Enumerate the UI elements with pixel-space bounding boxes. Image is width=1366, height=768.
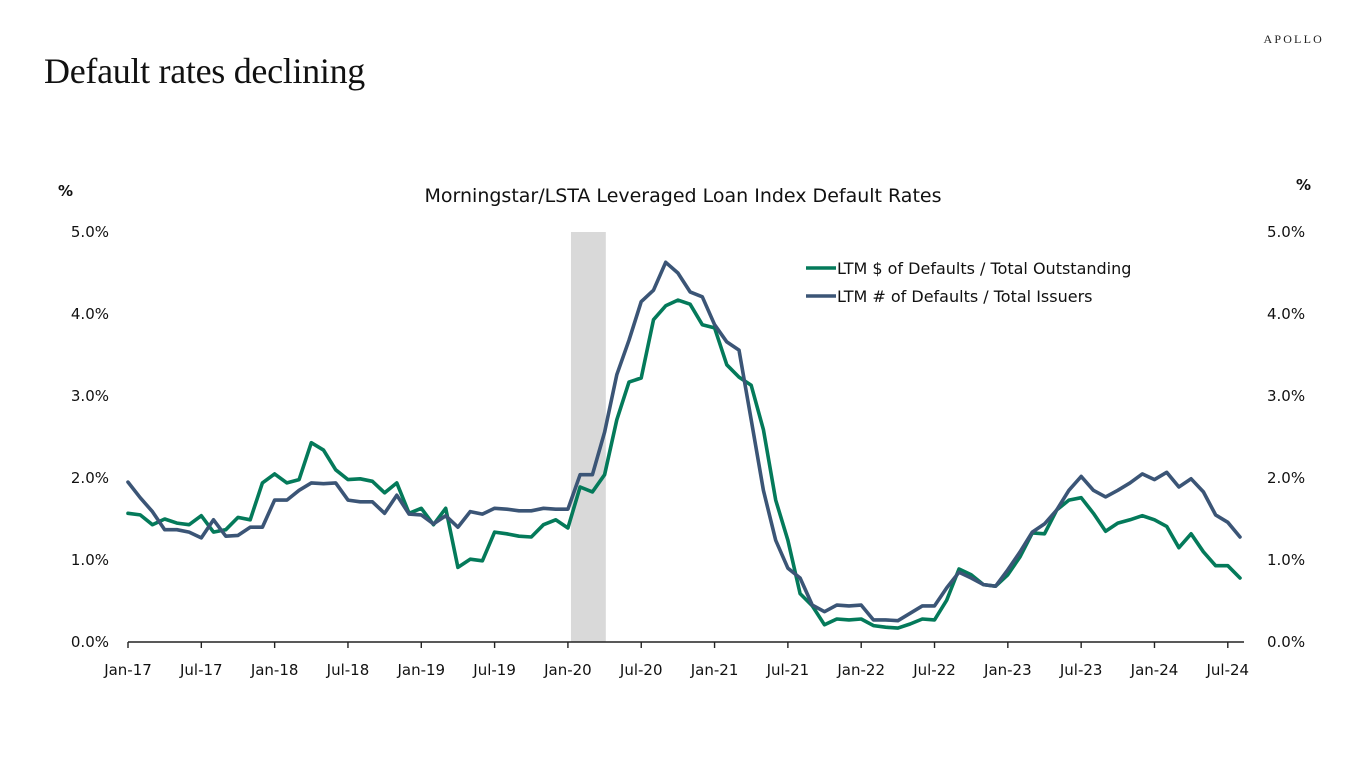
right-ytick-label: 3.0% [1267,387,1305,405]
xtick-label: Jan-20 [543,661,592,679]
left-ytick-label: 3.0% [71,387,109,405]
recession-shading-layer [570,232,606,642]
left-axis-unit: % [58,182,73,200]
right-ytick-label: 0.0% [1267,633,1305,651]
slide-title: Default rates declining [44,51,365,91]
xtick-label: Jul-24 [1205,661,1249,679]
xtick-label: Jul-20 [619,661,663,679]
xtick-label: Jul-17 [179,661,223,679]
xtick-label: Jul-22 [912,661,956,679]
right-ytick-label: 4.0% [1267,305,1305,323]
xtick-label: Jan-18 [250,661,299,679]
xtick-label: Jan-19 [396,661,445,679]
xtick-label: Jul-18 [326,661,370,679]
xtick-label: Jan-22 [836,661,885,679]
left-ytick-label: 5.0% [71,223,109,241]
left-ytick-label: 0.0% [71,633,109,651]
x-axis: Jan-17 Jul-17 Jan-18 Jul-18 Jan-19 Jul-19 Jan-… [103,641,1249,679]
series-line-dollar-defaults [126,298,1242,630]
left-ytick-label: 4.0% [71,305,109,323]
left-ytick-label: 1.0% [71,551,109,569]
series-layer [126,260,1242,630]
right-axis-unit: % [1296,176,1311,194]
xtick-label: Jan-24 [1130,661,1179,679]
xtick-label: Jan-17 [103,661,152,679]
legend-label: LTM $ of Defaults / Total Outstanding [837,259,1131,278]
apollo-logo: APOLLO [1263,32,1324,46]
xtick-label: Jan-23 [983,661,1032,679]
chart-title: Morningstar/LSTA Leveraged Loan Index De… [425,185,942,207]
series-line-issuer-defaults [126,260,1242,623]
xtick-label: Jul-21 [766,661,810,679]
left-y-axis: 0.0% 1.0% 2.0% 3.0% 4.0% 5.0% [71,223,109,651]
legend: LTM $ of Defaults / Total Outstanding LTM… [806,259,1131,306]
xtick-label: Jan-21 [690,661,739,679]
right-y-axis: 0.0% 1.0% 2.0% 3.0% 4.0% 5.0% [1267,223,1305,651]
recession-shade-0 [570,232,606,642]
right-ytick-label: 5.0% [1267,223,1305,241]
xtick-label: Jul-19 [472,661,516,679]
right-ytick-label: 1.0% [1267,551,1305,569]
right-ytick-label: 2.0% [1267,469,1305,487]
left-ytick-label: 2.0% [71,469,109,487]
xtick-label: Jul-23 [1059,661,1103,679]
legend-label: LTM # of Defaults / Total Issuers [837,287,1092,306]
